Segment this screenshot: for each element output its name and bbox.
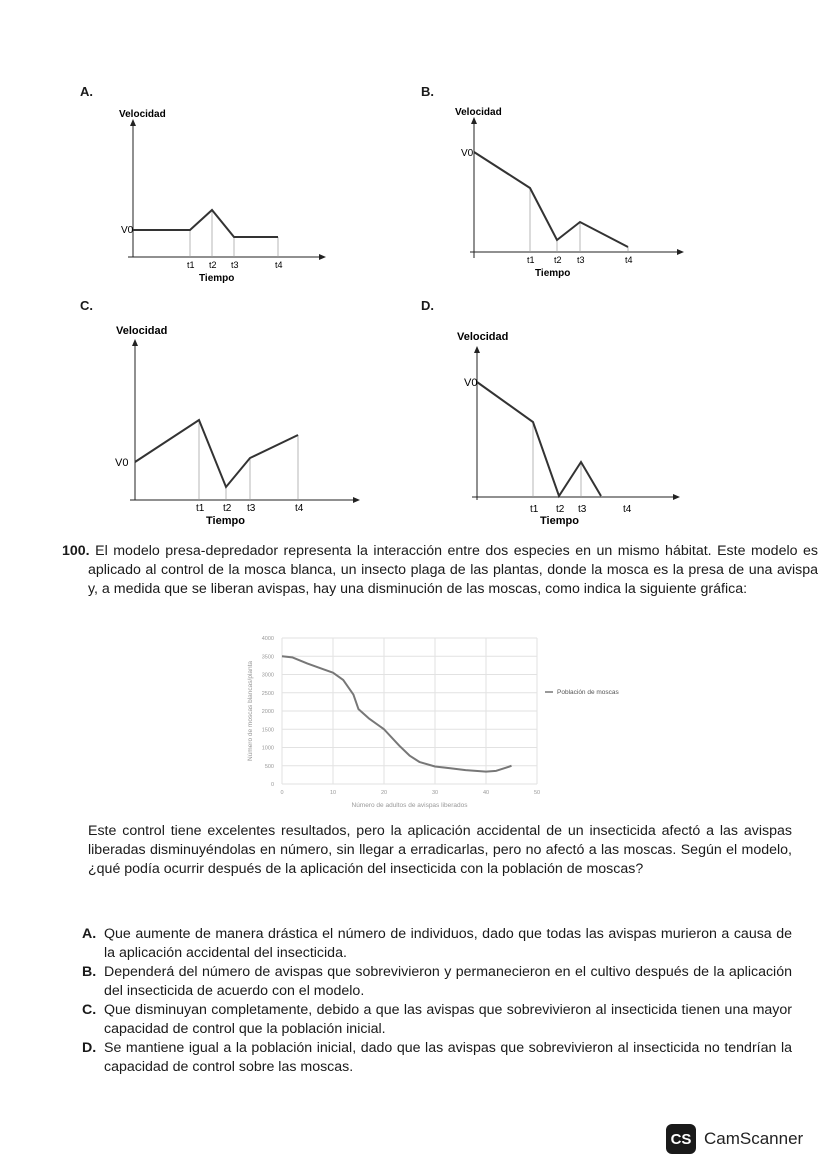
graph-c-ylabel: Velocidad (116, 325, 167, 337)
tick-t2: t2 (209, 260, 217, 270)
tick-t2: t2 (223, 503, 232, 514)
graph-d-letter: D. (421, 298, 434, 313)
graph-a: Velocidad V0 t1 t2 t3 t4 Tiempo (119, 109, 326, 284)
tick-t4: t4 (623, 504, 632, 515)
tick-t3: t3 (578, 504, 587, 515)
option-letter: A. (82, 926, 97, 942)
option-text: Se mantiene igual a la población inicial… (104, 1040, 792, 1075)
legend-label: Población de moscas (557, 689, 620, 696)
option-letter: D. (82, 1040, 97, 1056)
option-text: Dependerá del número de avispas que sobr… (104, 964, 792, 999)
camscanner-brand: CamScanner (704, 1129, 804, 1148)
option-letter: B. (82, 964, 97, 980)
tick-t1: t1 (530, 504, 539, 515)
x-axis-arrow (319, 254, 326, 260)
x-axis-arrow (673, 494, 680, 500)
graph-b-letter: B. (421, 84, 434, 99)
tick-t2: t2 (556, 504, 565, 515)
tick-t3: t3 (231, 260, 239, 270)
x-tick-label: 10 (330, 790, 336, 796)
velocity-line (133, 208, 278, 238)
graph-b-xlabel: Tiempo (535, 268, 570, 279)
graph-a-xlabel: Tiempo (199, 273, 234, 284)
camscanner-watermark: CS CamScanner (666, 1124, 803, 1154)
y-axis-label: Número de moscas blancas/planta (247, 661, 254, 761)
option-c[interactable]: C. Que disminuyan completamente, debido a… (82, 1001, 792, 1039)
series-line-poblacion-de-moscas (281, 655, 512, 773)
tick-t2: t2 (554, 255, 562, 265)
v0-label: V0 (121, 225, 134, 236)
question-number: 100. (62, 543, 90, 559)
y-tick-label: 2500 (262, 691, 274, 697)
fly-population-chart: 0 500 1000 1500 2000 2500 3000 3500 4000 0 10 20 30 4… (247, 636, 620, 809)
option-b[interactable]: B. Dependerá del número de avispas que so… (82, 963, 792, 1001)
tick-t1: t1 (196, 503, 205, 514)
y-tick-label: 3500 (262, 654, 274, 660)
option-letter: C. (82, 1002, 97, 1018)
tick-t4: t4 (625, 255, 633, 265)
graph-c-letter: C. (80, 298, 93, 313)
y-tick-label: 4000 (262, 636, 274, 642)
y-tick-label: 3000 (262, 673, 274, 679)
tick-t4: t4 (295, 503, 304, 514)
graph-a-ylabel: Velocidad (119, 109, 166, 120)
y-tick-label: 2000 (262, 709, 274, 715)
graph-b-ylabel: Velocidad (455, 107, 502, 118)
graph-b: Velocidad V0 t1 t2 t3 t4 Tiempo (455, 107, 684, 279)
x-tick-label: 0 (280, 790, 283, 796)
x-axis-arrow (677, 249, 684, 255)
y-axis-arrow (471, 117, 477, 124)
tick-t1: t1 (527, 255, 535, 265)
v0-label: V0 (115, 457, 128, 469)
question-100: 100. El modelo presa-depredador represen… (62, 542, 818, 599)
y-tick-label: 0 (271, 782, 274, 788)
option-text: Que aumente de manera drástica el número… (104, 926, 792, 961)
y-tick-label: 1500 (262, 727, 274, 733)
tick-t3: t3 (247, 503, 256, 514)
option-a[interactable]: A. Que aumente de manera drástica el núme… (82, 925, 792, 963)
velocity-line (473, 151, 629, 248)
v0-label: V0 (461, 148, 474, 159)
x-tick-label: 30 (432, 790, 438, 796)
x-tick-label: 50 (534, 790, 540, 796)
x-axis-arrow (353, 497, 360, 503)
velocity-line (134, 418, 299, 489)
graph-c-xlabel: Tiempo (206, 515, 245, 527)
tick-t1: t1 (187, 260, 195, 270)
x-tick-label: 40 (483, 790, 489, 796)
x-tick-label: 20 (381, 790, 387, 796)
y-tick-label: 1000 (262, 746, 274, 752)
y-axis-arrow (132, 339, 138, 346)
y-tick-label: 500 (265, 764, 274, 770)
x-axis-label: Número de adultos de avispas liberados (352, 802, 469, 809)
option-text: Que disminuyan completamente, debido a q… (104, 1002, 792, 1037)
tick-t3: t3 (577, 255, 585, 265)
option-d[interactable]: D. Se mantiene igual a la población inici… (82, 1039, 792, 1077)
graph-d: Velocidad V0 t1 t2 t3 t4 Tiempo (457, 331, 680, 527)
v0-label: V0 (464, 377, 477, 389)
velocity-line (476, 381, 602, 499)
answer-options: A. Que aumente de manera drástica el núme… (82, 925, 792, 1077)
graph-a-letter: A. (80, 84, 93, 99)
tick-t4: t4 (275, 260, 283, 270)
question-text: El modelo presa-depredador representa la… (88, 543, 818, 597)
graph-d-xlabel: Tiempo (540, 515, 579, 527)
question-followup: Este control tiene excelentes resultados… (88, 823, 792, 877)
camscanner-logo-icon: CS (666, 1124, 696, 1154)
y-axis-arrow (130, 119, 136, 126)
graph-c: Velocidad V0 t1 t2 t3 t4 Tiempo (115, 325, 360, 527)
graph-d-ylabel: Velocidad (457, 331, 508, 343)
y-axis-arrow (474, 346, 480, 353)
